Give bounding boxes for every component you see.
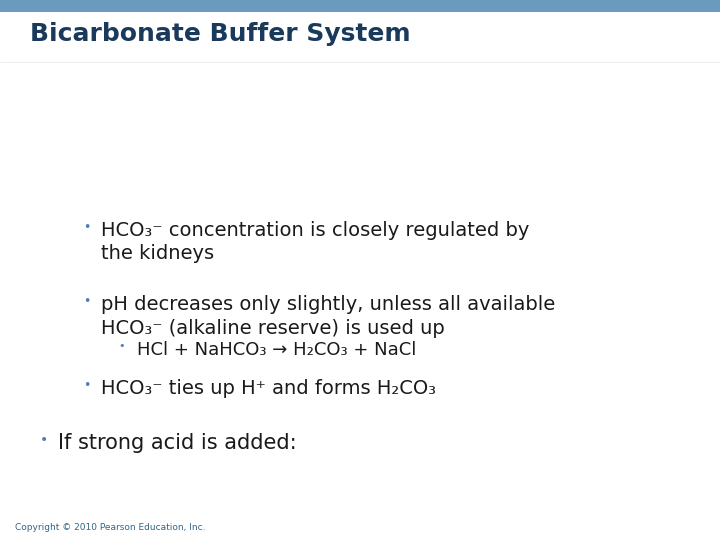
- Text: •: •: [119, 341, 125, 352]
- Text: Copyright © 2010 Pearson Education, Inc.: Copyright © 2010 Pearson Education, Inc.: [15, 523, 205, 532]
- Text: HCl + NaHCO₃ → H₂CO₃ + NaCl: HCl + NaHCO₃ → H₂CO₃ + NaCl: [137, 341, 416, 360]
- Text: •: •: [83, 221, 90, 234]
- Text: Bicarbonate Buffer System: Bicarbonate Buffer System: [30, 22, 410, 46]
- Text: HCO₃⁻ concentration is closely regulated by
the kidneys: HCO₃⁻ concentration is closely regulated…: [101, 221, 529, 264]
- Text: •: •: [83, 379, 90, 392]
- Text: pH decreases only slightly, unless all available
HCO₃⁻ (alkaline reserve) is use: pH decreases only slightly, unless all a…: [101, 295, 555, 338]
- Text: •: •: [40, 433, 48, 447]
- Text: •: •: [83, 295, 90, 308]
- Bar: [0, 0, 720, 12]
- Text: HCO₃⁻ ties up H⁺ and forms H₂CO₃: HCO₃⁻ ties up H⁺ and forms H₂CO₃: [101, 379, 436, 397]
- Text: If strong acid is added:: If strong acid is added:: [58, 433, 296, 454]
